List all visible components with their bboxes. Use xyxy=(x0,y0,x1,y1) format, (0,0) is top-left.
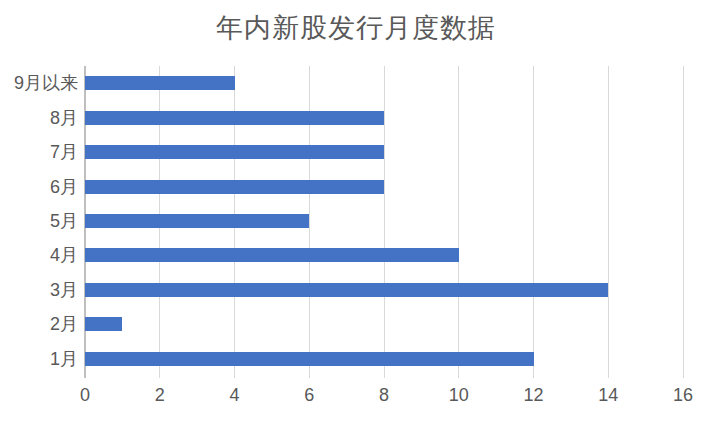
gridline xyxy=(458,66,459,378)
category-label: 6月 xyxy=(0,176,78,198)
bar-chart: 年内新股发行月度数据 0 2 4 6 8 10 12 14 16 9月以来 8月 7月 6月 5月 4月 3月… xyxy=(0,0,712,422)
bar xyxy=(85,317,122,331)
chart-bottom-border xyxy=(0,413,712,414)
gridline xyxy=(608,66,609,378)
bar xyxy=(85,214,309,228)
bar xyxy=(85,180,384,194)
category-label: 9月以来 xyxy=(0,72,78,94)
category-label: 3月 xyxy=(0,279,78,301)
x-axis-tick-label: 8 xyxy=(362,385,406,406)
x-axis-tick-label: 2 xyxy=(138,385,182,406)
category-label: 8月 xyxy=(0,107,78,129)
bar xyxy=(85,76,235,90)
gridline xyxy=(533,66,534,378)
x-axis-tick-label: 10 xyxy=(437,385,481,406)
bar xyxy=(85,111,384,125)
gridline xyxy=(683,66,684,378)
x-axis-tick-label: 14 xyxy=(586,385,630,406)
bar xyxy=(85,283,608,297)
x-axis-tick-label: 12 xyxy=(512,385,556,406)
category-label: 1月 xyxy=(0,348,78,370)
category-label: 7月 xyxy=(0,141,78,163)
category-label: 4月 xyxy=(0,244,78,266)
bar xyxy=(85,352,534,366)
bar xyxy=(85,145,384,159)
x-axis-tick-label: 4 xyxy=(213,385,257,406)
chart-title: 年内新股发行月度数据 xyxy=(0,10,712,46)
x-axis-tick-label: 16 xyxy=(661,385,705,406)
x-axis-tick-label: 0 xyxy=(63,385,107,406)
category-label: 2月 xyxy=(0,313,78,335)
x-axis-tick-label: 6 xyxy=(287,385,331,406)
category-label: 5月 xyxy=(0,210,78,232)
bar xyxy=(85,248,459,262)
